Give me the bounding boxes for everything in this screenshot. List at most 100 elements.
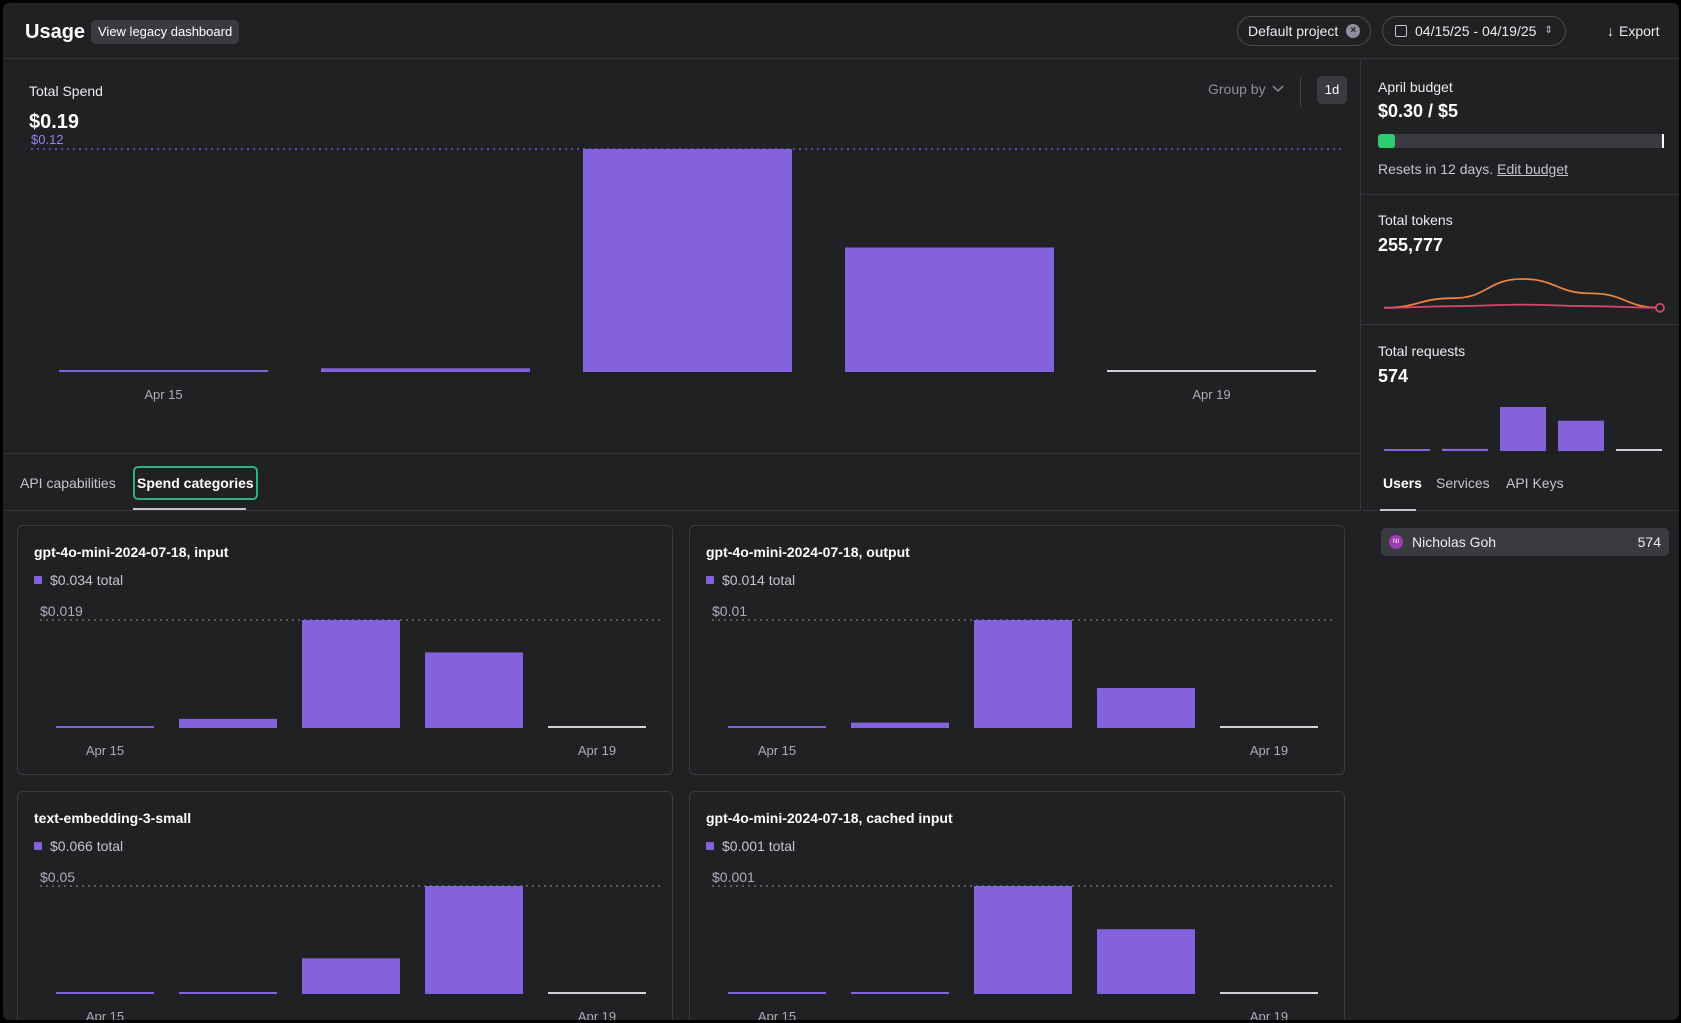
reference-label: $0.12 (31, 132, 64, 147)
x-tick-label: Apr 15 (144, 387, 182, 402)
request-bar (1442, 448, 1488, 451)
category-chart-input: $0.019 Apr 15 Apr 19 (40, 603, 660, 758)
project-name: Default project (1248, 23, 1339, 39)
tab-services[interactable]: Services (1436, 475, 1490, 491)
bar-apr-15[interactable] (56, 726, 154, 728)
card-total: $0.014 total (722, 572, 796, 588)
bar-apr-18[interactable] (1097, 688, 1195, 728)
download-arrow-icon: ↓ (1607, 23, 1614, 39)
toolbar-divider (1300, 77, 1301, 107)
bar-apr-19[interactable] (548, 726, 646, 728)
card-legend: $0.001 total (706, 838, 795, 854)
token-series-line (1383, 278, 1661, 309)
date-range-picker[interactable]: 04/15/25 - 04/19/25 ⇕ (1382, 16, 1566, 46)
category-card-input: gpt-4o-mini-2024-07-18, input $0.034 tot… (17, 525, 673, 775)
bar-apr-16[interactable] (179, 718, 277, 728)
legend-swatch (34, 576, 42, 584)
bar-apr-19[interactable] (548, 992, 646, 994)
card-title: gpt-4o-mini-2024-07-18, input (34, 544, 229, 560)
card-title: gpt-4o-mini-2024-07-18, output (706, 544, 910, 560)
legend-swatch (706, 842, 714, 850)
budget-value: $0.30 / $5 (1378, 101, 1459, 121)
period-1d-button[interactable]: 1d (1317, 76, 1347, 104)
card-total: $0.034 total (50, 572, 124, 588)
budget-section: April budget $0.30 / $5 Resets in 12 day… (1362, 59, 1679, 195)
x-tick-label: Apr 15 (758, 1009, 796, 1020)
total-tokens-section: Total tokens 255,777 (1362, 195, 1679, 325)
tab-api-capabilities[interactable]: API capabilities (20, 475, 116, 491)
export-button[interactable]: ↓ Export (1607, 23, 1659, 39)
user-name: Nicholas Goh (1412, 534, 1497, 550)
bar-apr-16[interactable] (851, 722, 949, 728)
project-filter-chip[interactable]: Default project × (1237, 16, 1372, 46)
x-tick-label: Apr 19 (1250, 743, 1288, 758)
bar-apr-17[interactable] (974, 886, 1072, 994)
clear-project-icon[interactable]: × (1346, 24, 1361, 38)
avatar: NI (1389, 535, 1403, 549)
user-request-count: 574 (1637, 534, 1661, 550)
bar-apr-15[interactable] (728, 726, 826, 728)
bar-apr-19[interactable] (1220, 726, 1318, 728)
card-legend: $0.014 total (706, 572, 795, 588)
bar-apr-18[interactable] (425, 652, 523, 728)
user-row-nicholas-goh[interactable]: NI Nicholas Goh 574 (1381, 528, 1669, 556)
total-tokens-label: Total tokens (1378, 212, 1453, 228)
budget-progress-fill (1378, 134, 1396, 148)
calendar-icon (1395, 25, 1407, 37)
active-tab-indicator (133, 508, 246, 510)
user-breakdown-tabs: Users Services API Keys (1362, 455, 1679, 511)
bar-apr-16[interactable] (851, 992, 949, 994)
category-card-embedding: text-embedding-3-small $0.066 total $0.0… (17, 791, 673, 1020)
total-spend-label: Total Spend (29, 83, 103, 99)
bar-apr-15[interactable] (728, 992, 826, 994)
view-legacy-dashboard-button[interactable]: View legacy dashboard (91, 20, 240, 44)
bar-apr-18[interactable] (845, 247, 1054, 372)
bar-apr-15[interactable] (59, 370, 268, 372)
sparkline-end-marker (1655, 302, 1665, 313)
budget-limit-marker (1662, 134, 1664, 148)
bar-apr-17[interactable] (302, 958, 400, 994)
breakdown-tabs: API capabilities Spend categories (3, 455, 1361, 511)
bar-apr-16[interactable] (321, 368, 530, 372)
tab-spend-categories[interactable]: Spend categories (133, 466, 258, 500)
resets-label: Resets in 12 days. (1378, 161, 1494, 177)
usage-page: Usage View legacy dashboard Default proj… (3, 3, 1679, 1020)
bar-apr-17[interactable] (974, 620, 1072, 728)
bar-apr-18[interactable] (425, 886, 523, 994)
chevron-up-down-icon: ⇕ (1544, 25, 1553, 36)
x-tick-label: Apr 15 (86, 1009, 124, 1020)
date-range-text: 04/15/25 - 04/19/25 (1415, 23, 1537, 39)
active-user-tab-indicator (1380, 509, 1416, 511)
reference-label: $0.05 (40, 869, 75, 885)
token-series-line (1383, 303, 1661, 309)
tab-api-keys[interactable]: API Keys (1506, 475, 1564, 491)
tab-users[interactable]: Users (1383, 475, 1422, 491)
request-bar (1616, 449, 1662, 451)
reference-label: $0.019 (40, 603, 83, 619)
card-total: $0.001 total (722, 838, 796, 854)
bar-apr-19[interactable] (1107, 370, 1316, 372)
bar-apr-15[interactable] (56, 992, 154, 994)
request-bar (1500, 407, 1546, 451)
budget-progress-bar (1378, 134, 1664, 148)
x-tick-label: Apr 19 (1250, 1009, 1288, 1020)
category-card-cached-input: gpt-4o-mini-2024-07-18, cached input $0.… (689, 791, 1345, 1020)
group-by-dropdown[interactable]: Group by (1208, 81, 1284, 97)
export-label: Export (1619, 23, 1660, 39)
bar-apr-17[interactable] (302, 620, 400, 728)
card-title: text-embedding-3-small (34, 810, 192, 826)
category-chart-output: $0.01 Apr 15 Apr 19 (712, 603, 1332, 758)
total-tokens-value: 255,777 (1378, 235, 1444, 255)
total-requests-value: 574 (1378, 366, 1409, 386)
bar-apr-16[interactable] (179, 992, 277, 994)
total-requests-section: Total requests 574 (1362, 325, 1679, 455)
edit-budget-link[interactable]: Edit budget (1497, 161, 1569, 177)
total-requests-label: Total requests (1378, 343, 1466, 359)
bar-apr-18[interactable] (1097, 929, 1195, 994)
bar-apr-19[interactable] (1220, 992, 1318, 994)
budget-resets-text: Resets in 12 days. Edit budget (1378, 161, 1568, 177)
bar-apr-17[interactable] (583, 149, 792, 372)
category-chart-cached-input: $0.001 Apr 15 Apr 19 (712, 869, 1332, 1020)
group-by-label: Group by (1208, 81, 1266, 97)
page-title: Usage (25, 21, 86, 43)
